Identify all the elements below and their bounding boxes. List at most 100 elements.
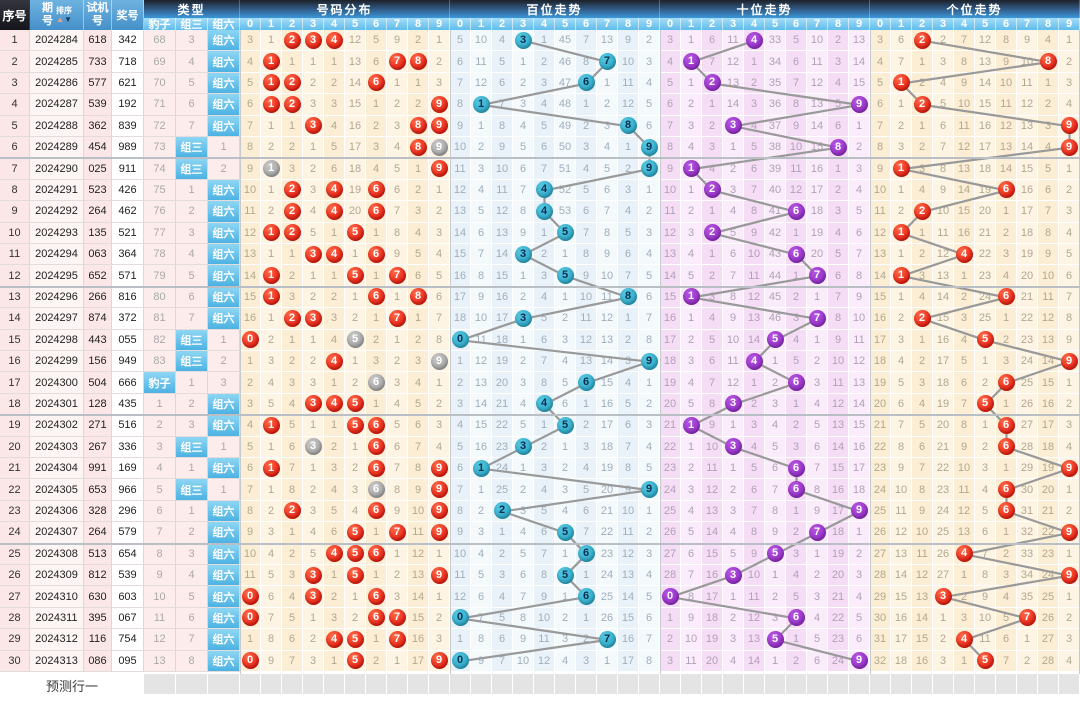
dist-cell: 1 — [387, 72, 408, 95]
tens-cell: 1 — [681, 51, 702, 73]
dist-cell: 1 — [261, 458, 282, 480]
tens-cell: 3 — [660, 30, 681, 52]
hundreds-cell: 13 — [471, 372, 492, 394]
miss-count: 1 — [330, 569, 338, 582]
units-cell: 27 — [933, 565, 954, 587]
miss-count: 20 — [600, 483, 614, 496]
miss-count: 2 — [729, 162, 737, 175]
dist-cell: 2 — [282, 30, 303, 52]
miss-count: 7 — [708, 55, 716, 68]
tens-cell: 5 — [744, 458, 765, 480]
hundreds-cell: 8 — [639, 650, 660, 672]
miss-count: 17 — [705, 590, 719, 603]
miss-count: 13 — [600, 333, 614, 346]
miss-count: 6 — [855, 633, 863, 646]
tens-cell: 4 — [765, 415, 786, 437]
miss-count: 8 — [477, 633, 485, 646]
hundreds-cell: 7 — [534, 543, 555, 565]
units-cell: 18 — [1038, 436, 1059, 458]
sort-widget[interactable]: 排序 ▲▼ — [56, 6, 72, 24]
miss-count: 4 — [729, 526, 737, 539]
tens-cell: 10 — [744, 565, 765, 587]
miss-count: 1 — [582, 611, 590, 624]
tens-cell: 5 — [765, 629, 786, 651]
dist-cell: 7 — [282, 458, 303, 480]
hundreds-cell: 1 — [639, 372, 660, 394]
digit-header-cell: 5 — [765, 18, 786, 30]
miss-count: 16 — [411, 633, 425, 646]
miss-count: 17 — [810, 183, 824, 196]
tens-cell: 12 — [744, 286, 765, 309]
tens-cell: 4 — [681, 244, 702, 266]
dist-cell: 15 — [345, 94, 366, 116]
miss-count: 2 — [372, 333, 380, 346]
dist-cell: 3 — [408, 351, 429, 373]
seq-cell: 24 — [0, 522, 30, 544]
tens-cell: 2 — [765, 586, 786, 608]
miss-count: 12 — [453, 183, 467, 196]
prediction-cell — [345, 674, 366, 695]
units-cell: 20 — [1017, 265, 1038, 287]
digit-header-cell: 4 — [744, 18, 765, 30]
tens-cell: 2 — [702, 72, 723, 95]
miss-count: 4 — [561, 654, 569, 667]
units-cell: 32 — [870, 650, 891, 672]
miss-count: 3 — [372, 141, 380, 154]
dist-cell: 2 — [261, 201, 282, 223]
miss-count: 7 — [792, 76, 800, 89]
group6-cell: 组六 — [208, 286, 240, 309]
hundreds-cell: 7 — [639, 308, 660, 330]
period-cell: 2024294 — [30, 244, 84, 266]
miss-count: 24 — [1041, 569, 1055, 582]
miss-count: 12 — [831, 397, 845, 410]
dist-cell: 11 — [240, 565, 261, 587]
hundreds-cell: 11 — [450, 565, 471, 587]
tens-cell: 1 — [849, 115, 870, 137]
dist-cell: 13 — [408, 565, 429, 587]
units-cell: 1 — [891, 179, 912, 202]
miss-count: 10 — [1020, 55, 1034, 68]
hundreds-cell: 15 — [597, 372, 618, 394]
draw-number-circle: 2 — [913, 95, 931, 113]
hundreds-cell: 5 — [471, 201, 492, 223]
miss-count: 16 — [873, 312, 887, 325]
draw-number-circle: 7 — [388, 267, 406, 285]
units-cell: 2 — [996, 329, 1017, 351]
hundreds-cell: 7 — [576, 30, 597, 52]
miss-count: 4 — [834, 226, 842, 239]
units-cell: 1 — [975, 415, 996, 437]
units-cell: 25 — [870, 500, 891, 523]
miss-count: 1 — [918, 226, 926, 239]
sort-desc-icon[interactable]: ▼ — [64, 15, 72, 24]
miss-count: 2 — [813, 569, 821, 582]
units-cell: 1 — [891, 286, 912, 309]
units-cell: 10 — [891, 479, 912, 501]
units-cell: 1 — [891, 222, 912, 244]
miss-count: 5 — [498, 55, 506, 68]
period-cell: 2024287 — [30, 94, 84, 116]
miss-count: 34 — [768, 55, 782, 68]
units-cell: 3 — [933, 586, 954, 608]
tens-cell: 6 — [786, 479, 807, 501]
dist-cell: 1 — [303, 51, 324, 73]
dist-cell: 3 — [429, 222, 450, 244]
miss-count: 8 — [981, 569, 989, 582]
seq-cell: 4 — [0, 94, 30, 116]
tens-cell: 1 — [681, 179, 702, 202]
sort-asc-icon[interactable]: ▲ — [56, 15, 64, 24]
miss-count: 14 — [999, 162, 1013, 175]
hundreds-cell: 8 — [471, 629, 492, 651]
hundreds-cell: 8 — [618, 458, 639, 480]
miss-count: 1 — [267, 312, 275, 325]
hundreds-cell: 5 — [513, 543, 534, 565]
tens-cell: 2 — [786, 522, 807, 544]
hundreds-cell: 5 — [555, 222, 576, 244]
dist-cell: 5 — [408, 393, 429, 416]
seq-cell: 5 — [0, 115, 30, 137]
miss-count: 6 — [540, 526, 548, 539]
miss-count: 7 — [540, 162, 548, 175]
miss-count: 4 — [330, 483, 338, 496]
hundreds-cell: 3 — [450, 393, 471, 416]
draw-number-circle: 5 — [346, 566, 364, 584]
miss-count: 10 — [747, 248, 761, 261]
